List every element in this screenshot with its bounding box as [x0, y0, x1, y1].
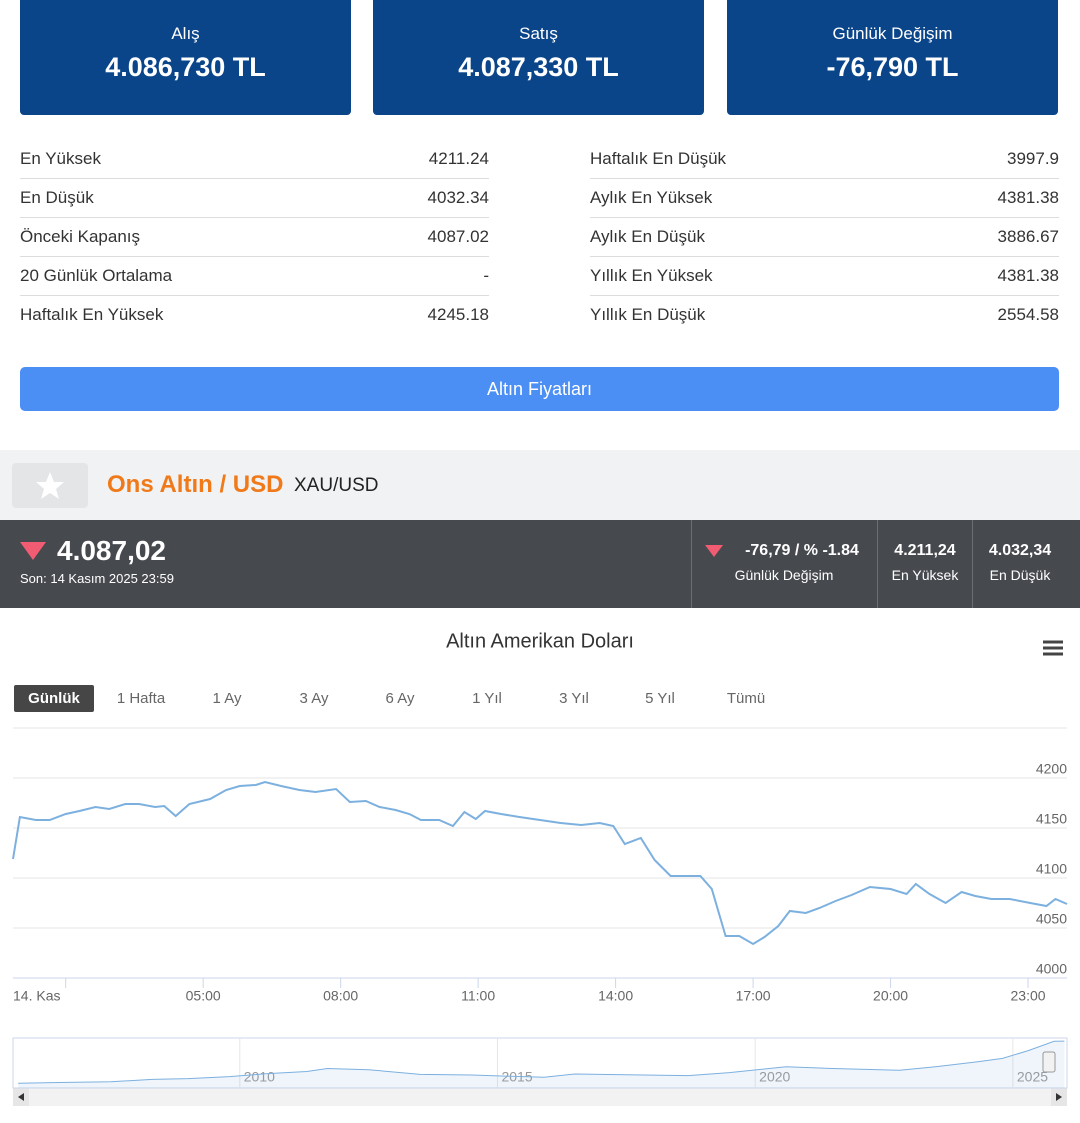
separator — [972, 520, 973, 608]
stat-label: Haftalık En Düşük — [590, 149, 727, 168]
line-series — [12, 780, 1068, 946]
stat-value: 4245.18 — [427, 305, 489, 324]
separator — [691, 520, 692, 608]
stat-row: Yıllık En Yüksek 4381.38 — [590, 257, 1059, 296]
high: 4.211,24 — [894, 542, 956, 559]
price-card: Alış 4.086,730 TL — [20, 0, 351, 115]
instrument-bar: Ons Altın / USD XAU/USD — [0, 450, 1080, 520]
stat-value: - — [483, 266, 489, 285]
y-tick-label: 4200 — [1036, 761, 1067, 777]
high-label: En Yüksek — [891, 567, 959, 583]
stat-row: Yıllık En Düşük 2554.58 — [590, 296, 1059, 334]
x-tick-label: 2020 — [759, 1069, 790, 1085]
x-tick-label: 20:00 — [873, 988, 908, 1004]
chart-title: Altın Amerikan Doları — [446, 630, 634, 652]
stat-value: 3997.9 — [1007, 149, 1059, 168]
stat-row: En Yüksek 4211.24 — [20, 140, 489, 179]
range-button[interactable]: 1 Hafta — [117, 690, 166, 707]
stat-label: Yıllık En Düşük — [590, 305, 706, 324]
x-tick-label: 14:00 — [598, 988, 633, 1004]
x-tick-label: 17:00 — [736, 988, 771, 1004]
instrument-name: Ons Altın / USD — [107, 471, 284, 498]
navigator-handle[interactable] — [1042, 1051, 1056, 1073]
stat-label: Aylık En Düşük — [590, 227, 705, 246]
y-tick-label: 4100 — [1036, 861, 1067, 877]
stat-row: Aylık En Düşük 3886.67 — [590, 218, 1059, 257]
stat-row: Haftalık En Yüksek 4245.18 — [20, 296, 489, 334]
last-update: Son: 14 Kasım 2025 23:59 — [20, 571, 174, 586]
stat-row: 20 Günlük Ortalama - — [20, 257, 489, 296]
scrollbar[interactable] — [13, 1088, 1067, 1106]
card-value: -76,790 TL — [826, 52, 959, 82]
low: 4.032,34 — [988, 542, 1052, 559]
stat-label: 20 Günlük Ortalama — [20, 266, 173, 285]
stat-row: En Düşük 4032.34 — [20, 179, 489, 218]
stat-label: Yıllık En Yüksek — [590, 266, 713, 285]
y-tick-label: 4150 — [1036, 811, 1067, 827]
range-button[interactable]: Günlük — [28, 690, 80, 707]
x-tick-label: 11:00 — [461, 988, 495, 1004]
stat-value: 4381.38 — [997, 266, 1059, 285]
x-tick-label: 2010 — [244, 1069, 275, 1085]
instrument-symbol: XAU/USD — [294, 475, 379, 496]
range-button[interactable]: 6 Ay — [386, 690, 415, 707]
x-tick-label: 2025 — [1017, 1069, 1048, 1085]
price-card: Satış 4.087,330 TL — [373, 0, 704, 115]
card-value: 4.087,330 TL — [458, 52, 619, 82]
gold-prices-button[interactable]: Altın Fiyatları — [20, 367, 1059, 411]
stat-value: 2554.58 — [997, 305, 1059, 324]
stat-label: En Düşük — [20, 188, 94, 207]
favorite-button[interactable] — [12, 463, 88, 508]
range-button[interactable]: 1 Ay — [213, 690, 242, 707]
menu-button[interactable] — [1040, 636, 1066, 660]
x-tick-label: 08:00 — [323, 988, 358, 1004]
low-label: En Düşük — [989, 567, 1051, 583]
stat-value: 4211.24 — [428, 149, 489, 168]
stat-row: Önceki Kapanış 4087.02 — [20, 218, 489, 257]
card-label: Günlük Değişim — [832, 24, 953, 43]
range-button[interactable]: 3 Yıl — [559, 690, 589, 707]
x-tick-label: 14. Kas — [13, 988, 60, 1004]
quote-bar: 4.087,02 Son: 14 Kasım 2025 23:59 -76,79… — [0, 520, 1080, 608]
y-tick-label: 4000 — [1036, 961, 1067, 977]
change-label: Günlük Değişim — [734, 567, 834, 583]
stat-label: En Yüksek — [20, 149, 101, 168]
card-label: Alış — [171, 24, 200, 43]
x-tick-label: 23:00 — [1011, 988, 1046, 1004]
card-label: Satış — [519, 24, 558, 43]
down-arrow — [705, 545, 723, 557]
navigator-frame — [12, 1037, 1068, 1089]
range-button[interactable]: Tümü — [727, 690, 765, 707]
range-button[interactable]: 1 Yıl — [472, 690, 502, 707]
star-icon — [36, 472, 64, 499]
change: -76,79 / % -1.84 — [745, 542, 859, 559]
stat-value: 3886.67 — [997, 227, 1059, 246]
navigator-area — [18, 1041, 1065, 1088]
card-value: 4.086,730 TL — [105, 52, 266, 82]
price: 4.087,02 — [57, 535, 166, 566]
stat-value: 4087.02 — [427, 227, 489, 246]
range-button-bg[interactable] — [14, 685, 94, 712]
separator — [877, 520, 878, 608]
down-arrow — [20, 542, 46, 560]
stat-label: Önceki Kapanış — [20, 227, 141, 246]
range-button[interactable]: 3 Ay — [300, 690, 329, 707]
y-tick-label: 4050 — [1036, 911, 1067, 927]
stat-value: 4381.38 — [997, 188, 1059, 207]
line-series — [18, 1040, 1065, 1084]
x-tick-label: 05:00 — [186, 988, 221, 1004]
stat-label: Haftalık En Yüksek — [20, 305, 164, 324]
stat-row: Aylık En Yüksek 4381.38 — [590, 179, 1059, 218]
stat-value: 4032.34 — [427, 188, 489, 207]
range-button[interactable]: 5 Yıl — [645, 690, 675, 707]
stat-row: Haftalık En Düşük 3997.9 — [590, 140, 1059, 179]
stat-label: Aylık En Yüksek — [590, 188, 713, 207]
price-card: Günlük Değişim -76,790 TL — [727, 0, 1058, 115]
chart: Günlük 1 Hafta 1 Ay 3 Ay 6 Ay 1 Yıl 3 Yıl 5 Yıl… — [12, 630, 1068, 1106]
